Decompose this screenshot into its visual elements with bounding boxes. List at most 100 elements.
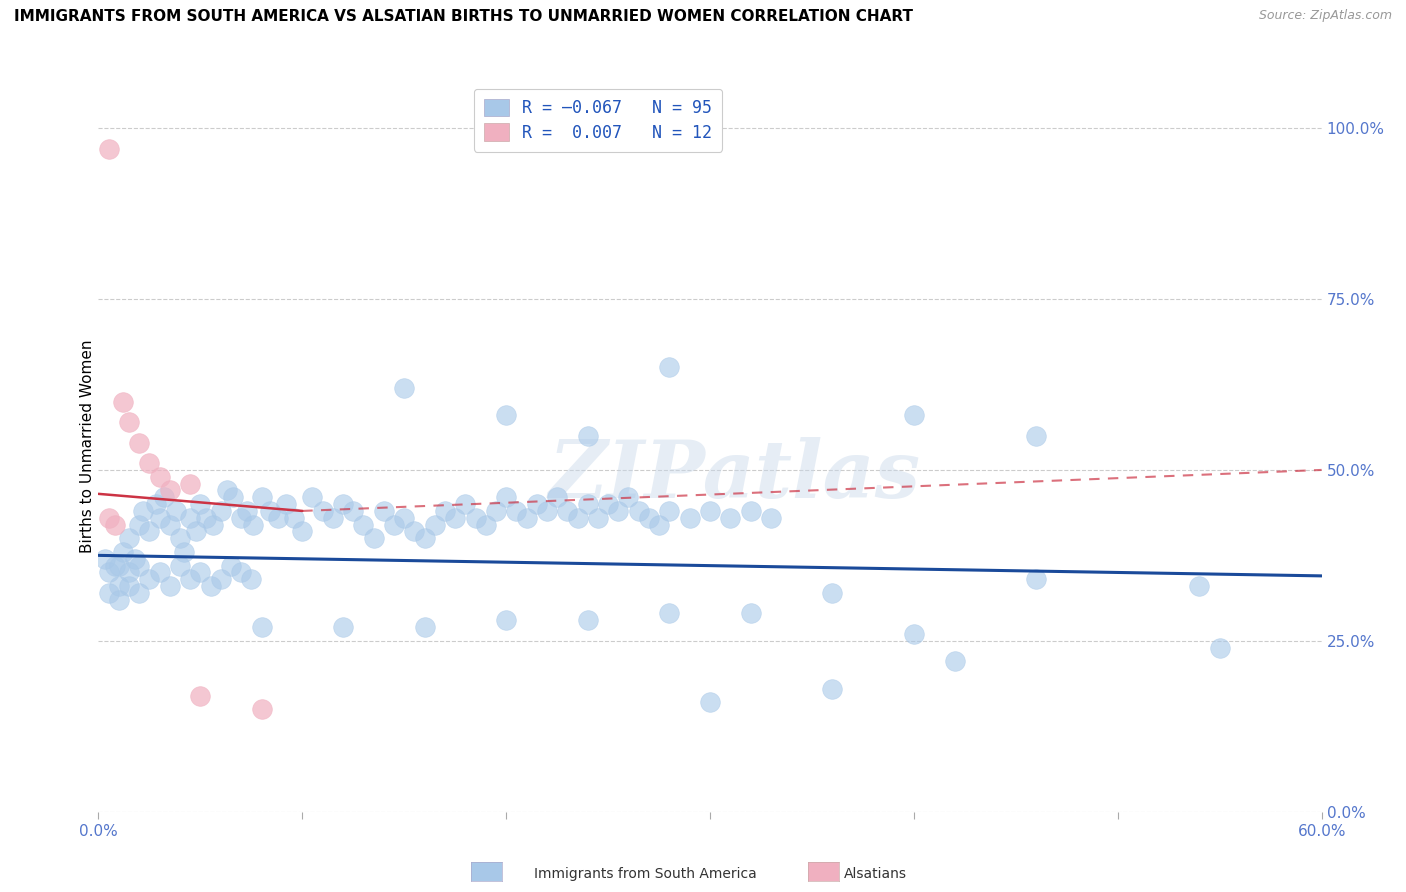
Point	[149, 469, 172, 483]
Point	[93, 551, 115, 566]
Point	[283, 510, 305, 524]
Point	[516, 510, 538, 524]
Point	[404, 524, 426, 539]
Point	[617, 490, 640, 504]
Point	[188, 566, 212, 580]
Point	[464, 510, 486, 524]
Point	[392, 381, 416, 395]
Text: Immigrants from South America: Immigrants from South America	[534, 867, 756, 881]
Point	[219, 558, 242, 573]
Point	[332, 497, 354, 511]
Point	[149, 510, 172, 524]
Point	[240, 572, 263, 586]
Point	[423, 517, 446, 532]
Point	[104, 558, 127, 573]
Point	[576, 429, 599, 443]
Text: IMMIGRANTS FROM SOUTH AMERICA VS ALSATIAN BIRTHS TO UNMARRIED WOMEN CORRELATION : IMMIGRANTS FROM SOUTH AMERICA VS ALSATIA…	[14, 9, 912, 24]
Point	[382, 517, 405, 532]
Point	[128, 517, 150, 532]
Point	[138, 524, 160, 539]
Point	[536, 504, 558, 518]
Point	[648, 517, 671, 532]
Point	[322, 510, 344, 524]
Point	[627, 504, 650, 518]
Point	[1188, 579, 1211, 593]
Point	[215, 483, 238, 498]
Point	[658, 504, 681, 518]
Point	[118, 579, 141, 593]
Point	[108, 592, 131, 607]
Point	[505, 504, 527, 518]
Point	[658, 607, 681, 621]
Point	[740, 504, 762, 518]
Point	[943, 654, 966, 668]
Point	[596, 497, 619, 511]
Point	[312, 504, 335, 518]
Point	[301, 490, 323, 504]
Text: Alsatians: Alsatians	[844, 867, 907, 881]
Point	[159, 517, 181, 532]
Point	[250, 702, 273, 716]
Point	[433, 504, 456, 518]
Point	[128, 435, 150, 450]
Point	[209, 504, 232, 518]
Point	[740, 607, 762, 621]
Point	[165, 504, 187, 518]
Point	[97, 566, 120, 580]
Point	[169, 531, 191, 545]
Point	[638, 510, 661, 524]
Point	[159, 483, 181, 498]
Point	[332, 620, 354, 634]
Point	[576, 497, 599, 511]
Point	[222, 490, 245, 504]
Point	[186, 524, 208, 539]
Point	[1025, 429, 1047, 443]
Point	[821, 586, 844, 600]
Y-axis label: Births to Unmarried Women: Births to Unmarried Women	[80, 339, 94, 553]
Point	[526, 497, 548, 511]
Point	[118, 531, 141, 545]
Point	[145, 497, 167, 511]
Point	[179, 476, 201, 491]
Point	[291, 524, 314, 539]
Point	[111, 394, 134, 409]
Point	[97, 510, 120, 524]
Point	[373, 504, 395, 518]
Point	[250, 620, 273, 634]
Point	[201, 517, 224, 532]
Point	[97, 586, 120, 600]
Point	[132, 504, 155, 518]
Legend: R = –0.067   N = 95, R =  0.007   N = 12: R = –0.067 N = 95, R = 0.007 N = 12	[474, 88, 723, 152]
Point	[363, 531, 385, 545]
Point	[1208, 640, 1232, 655]
Point	[567, 510, 589, 524]
Point	[679, 510, 702, 524]
Point	[342, 504, 364, 518]
Point	[111, 545, 134, 559]
Point	[495, 490, 517, 504]
Point	[173, 545, 195, 559]
Point	[474, 517, 498, 532]
Point	[138, 456, 160, 470]
Point	[188, 497, 212, 511]
Point	[124, 551, 146, 566]
Point	[586, 510, 609, 524]
Point	[495, 409, 517, 423]
Point	[759, 510, 782, 524]
Point	[413, 620, 436, 634]
Point	[821, 681, 844, 696]
Point	[97, 142, 120, 156]
Point	[903, 627, 925, 641]
Point	[1025, 572, 1047, 586]
Point	[699, 504, 721, 518]
Point	[104, 517, 127, 532]
Point	[250, 490, 273, 504]
Point	[242, 517, 264, 532]
Point	[108, 558, 131, 573]
Point	[236, 504, 259, 518]
Point	[392, 510, 416, 524]
Point	[149, 566, 172, 580]
Point	[209, 572, 232, 586]
Point	[128, 586, 150, 600]
Point	[152, 490, 174, 504]
